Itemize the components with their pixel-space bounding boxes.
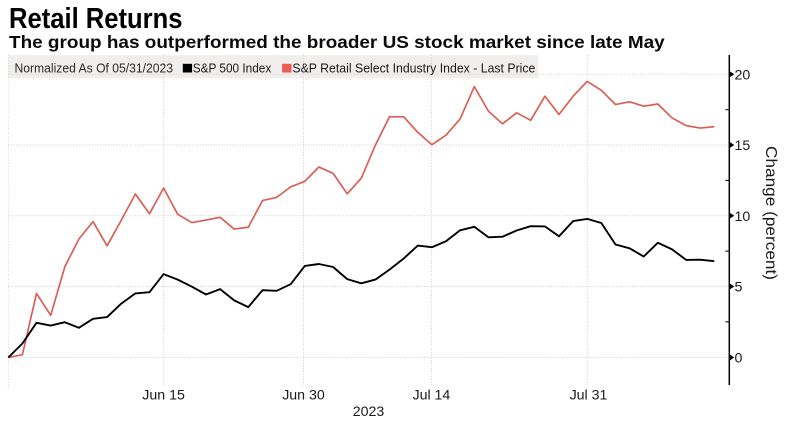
svg-text:20: 20	[735, 67, 751, 83]
svg-text:Jun 30: Jun 30	[282, 388, 325, 404]
svg-text:Jul 31: Jul 31	[570, 388, 608, 404]
svg-text:S&P 500 Index: S&P 500 Index	[193, 61, 272, 76]
svg-text:15: 15	[735, 138, 751, 154]
svg-text:5: 5	[735, 280, 743, 296]
svg-text:Jun 15: Jun 15	[142, 388, 185, 404]
svg-text:S&P Retail Select Industry Ind: S&P Retail Select Industry Index - Last …	[292, 61, 535, 76]
svg-text:Jul 14: Jul 14	[412, 388, 450, 404]
svg-text:Change (percent): Change (percent)	[762, 146, 779, 280]
svg-text:10: 10	[735, 209, 751, 225]
svg-text:2023: 2023	[353, 404, 385, 420]
svg-text:The group has outperformed the: The group has outperformed the broader U…	[9, 32, 665, 52]
svg-text:Retail Returns: Retail Returns	[9, 3, 183, 35]
svg-text:0: 0	[735, 351, 743, 367]
svg-text:Normalized As Of 05/31/2023: Normalized As Of 05/31/2023	[15, 61, 174, 76]
